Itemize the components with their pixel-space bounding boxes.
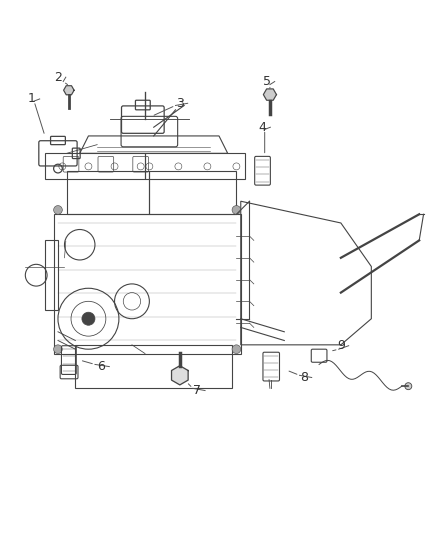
Circle shape xyxy=(53,206,62,214)
Text: 5: 5 xyxy=(263,75,271,88)
Circle shape xyxy=(232,206,241,214)
Polygon shape xyxy=(172,366,188,385)
Circle shape xyxy=(405,383,412,390)
Text: 8: 8 xyxy=(300,371,308,384)
Text: 3: 3 xyxy=(176,97,184,110)
Circle shape xyxy=(53,345,62,353)
Polygon shape xyxy=(263,89,276,100)
Text: 9: 9 xyxy=(337,339,345,352)
Circle shape xyxy=(232,345,241,353)
Circle shape xyxy=(82,312,95,325)
Text: 7: 7 xyxy=(193,384,201,397)
Text: 6: 6 xyxy=(98,360,106,373)
Text: 1: 1 xyxy=(28,92,36,106)
Polygon shape xyxy=(64,86,74,95)
Text: 2: 2 xyxy=(54,71,62,84)
Text: 4: 4 xyxy=(258,121,266,134)
